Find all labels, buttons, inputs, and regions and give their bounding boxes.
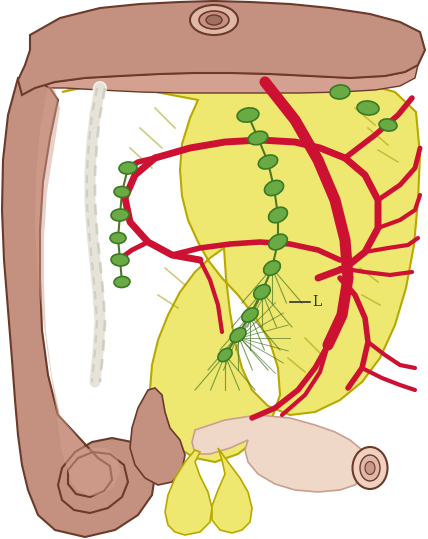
Ellipse shape [114, 277, 130, 287]
Ellipse shape [218, 348, 232, 362]
Ellipse shape [269, 207, 288, 223]
Polygon shape [130, 388, 185, 485]
Ellipse shape [199, 11, 229, 29]
Ellipse shape [357, 101, 379, 115]
Ellipse shape [360, 455, 380, 481]
Ellipse shape [265, 181, 283, 196]
Polygon shape [192, 415, 368, 492]
Ellipse shape [230, 328, 246, 342]
Ellipse shape [248, 131, 268, 145]
Ellipse shape [237, 108, 259, 122]
Ellipse shape [111, 209, 129, 221]
Ellipse shape [114, 186, 130, 197]
Polygon shape [62, 73, 420, 462]
Ellipse shape [110, 232, 126, 244]
Polygon shape [165, 450, 212, 535]
Ellipse shape [254, 285, 270, 300]
Ellipse shape [264, 261, 280, 275]
Polygon shape [35, 65, 418, 93]
Ellipse shape [119, 162, 137, 174]
Ellipse shape [111, 254, 129, 266]
Ellipse shape [242, 308, 258, 322]
Ellipse shape [330, 85, 350, 99]
Polygon shape [212, 448, 252, 533]
Text: L: L [312, 295, 321, 309]
Polygon shape [18, 1, 425, 95]
Ellipse shape [269, 234, 287, 250]
Ellipse shape [365, 461, 375, 474]
Ellipse shape [259, 155, 278, 169]
Polygon shape [2, 78, 155, 537]
Polygon shape [35, 85, 120, 496]
Ellipse shape [206, 15, 222, 25]
Ellipse shape [353, 447, 387, 489]
Ellipse shape [190, 5, 238, 35]
Ellipse shape [379, 119, 397, 131]
